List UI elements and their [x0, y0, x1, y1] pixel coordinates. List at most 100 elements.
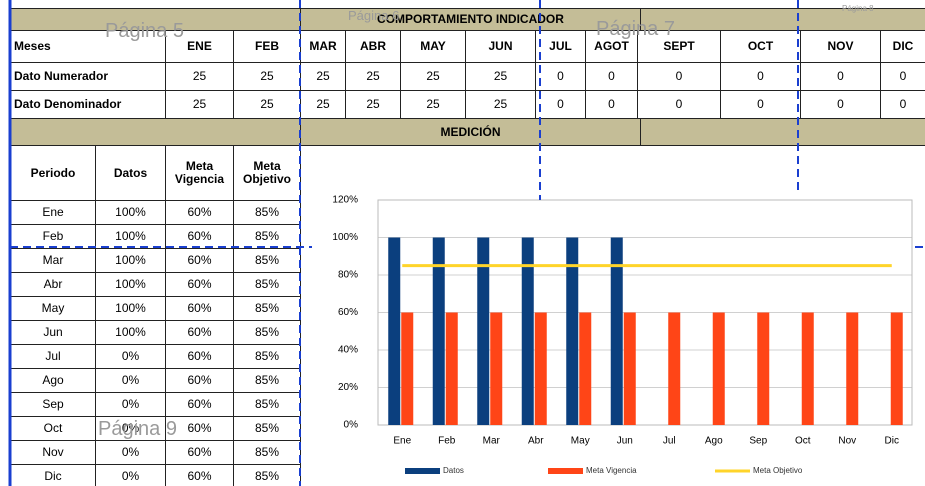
- legend-label: Datos: [443, 466, 464, 475]
- period-cell: 85%: [233, 416, 301, 441]
- month-header: DIC: [880, 30, 925, 63]
- plot-border: [377, 199, 913, 426]
- value-cell: 0: [880, 62, 925, 91]
- period-cell: 85%: [233, 464, 301, 486]
- period-cell: 60%: [165, 368, 234, 393]
- period-cell: 85%: [233, 200, 301, 225]
- y-tick-label: 40%: [338, 345, 358, 356]
- value-cell: 0: [720, 62, 801, 91]
- page-watermark: Página 6: [348, 8, 400, 23]
- bar: [890, 312, 903, 425]
- page-watermark: Página 8: [842, 4, 874, 13]
- month-header: MAY: [400, 30, 466, 63]
- x-tick-label: May: [571, 436, 590, 447]
- month-header: FEB: [233, 30, 301, 63]
- x-tick-label: Abr: [528, 436, 544, 447]
- period-cell: Nov: [10, 440, 96, 465]
- chart-area: [305, 188, 925, 486]
- section-cell: [640, 118, 925, 146]
- month-header: ABR: [345, 30, 401, 63]
- value-cell: 0: [800, 62, 881, 91]
- legend-label: Meta Vigencia: [586, 466, 637, 475]
- row-label: Dato Numerador: [10, 62, 166, 91]
- row-label: Dato Denominador: [10, 90, 166, 119]
- value-cell: 25: [465, 90, 536, 119]
- period-cell: 60%: [165, 224, 234, 249]
- period-cell: 60%: [165, 392, 234, 417]
- month-header: JUN: [465, 30, 536, 63]
- period-cell: 60%: [165, 272, 234, 297]
- section-cell: [10, 118, 301, 146]
- x-tick-label: Mar: [483, 436, 501, 447]
- bar: [401, 312, 414, 425]
- bar: [566, 237, 579, 425]
- period-cell: 60%: [165, 296, 234, 321]
- period-cell: 0%: [95, 368, 166, 393]
- value-cell: 0: [637, 90, 721, 119]
- period-cell: 100%: [95, 224, 166, 249]
- period-cell: 85%: [233, 320, 301, 345]
- x-tick-label: Sep: [749, 436, 767, 447]
- period-cell: Ene: [10, 200, 96, 225]
- x-tick-label: Oct: [795, 436, 811, 447]
- month-header: OCT: [720, 30, 801, 63]
- value-cell: 25: [233, 62, 301, 91]
- period-cell: 100%: [95, 320, 166, 345]
- x-tick-label: Feb: [438, 436, 456, 447]
- y-tick-label: 60%: [338, 307, 358, 318]
- value-cell: 0: [720, 90, 801, 119]
- column-header: Meta Vigencia: [165, 145, 234, 201]
- period-cell: 60%: [165, 248, 234, 273]
- value-cell: 0: [637, 62, 721, 91]
- period-cell: Ago: [10, 368, 96, 393]
- period-cell: 100%: [95, 200, 166, 225]
- value-cell: 0: [880, 90, 925, 119]
- value-cell: 25: [165, 90, 234, 119]
- legend-swatch: [548, 468, 583, 474]
- bar: [534, 312, 547, 425]
- value-cell: 25: [233, 90, 301, 119]
- period-cell: 0%: [95, 392, 166, 417]
- bar: [623, 312, 636, 425]
- section-title: MEDICIÓN: [300, 118, 641, 146]
- column-header: Periodo: [10, 145, 96, 201]
- period-cell: 0%: [95, 464, 166, 486]
- value-cell: 0: [535, 62, 586, 91]
- legend-label: Meta Objetivo: [753, 466, 803, 475]
- period-cell: 60%: [165, 440, 234, 465]
- y-tick-label: 100%: [332, 232, 358, 243]
- bar: [668, 312, 681, 425]
- period-cell: 100%: [95, 296, 166, 321]
- y-tick-label: 80%: [338, 270, 358, 281]
- bar: [521, 237, 534, 425]
- value-cell: 0: [585, 62, 638, 91]
- period-cell: 100%: [95, 272, 166, 297]
- period-cell: 0%: [95, 440, 166, 465]
- column-header: Meta Objetivo: [233, 145, 301, 201]
- period-cell: 85%: [233, 248, 301, 273]
- x-tick-label: Dic: [885, 436, 899, 447]
- value-cell: 25: [345, 62, 401, 91]
- period-cell: 60%: [165, 344, 234, 369]
- column-header: Datos: [95, 145, 166, 201]
- period-cell: 60%: [165, 200, 234, 225]
- y-tick-label: 0%: [344, 420, 359, 431]
- period-cell: May: [10, 296, 96, 321]
- page-watermark: Página 9: [98, 418, 177, 440]
- page-watermark: Página 7: [596, 18, 675, 40]
- bar: [432, 237, 445, 425]
- x-tick-label: Nov: [838, 436, 856, 447]
- month-header: MAR: [300, 30, 346, 63]
- period-cell: 85%: [233, 272, 301, 297]
- period-cell: 85%: [233, 368, 301, 393]
- period-cell: 0%: [95, 344, 166, 369]
- bar: [388, 237, 401, 425]
- period-cell: Sep: [10, 392, 96, 417]
- y-tick-label: 20%: [338, 382, 358, 393]
- period-cell: 85%: [233, 344, 301, 369]
- period-cell: Oct: [10, 416, 96, 441]
- bar: [610, 237, 623, 425]
- month-header: NOV: [800, 30, 881, 63]
- x-tick-label: Ene: [393, 436, 411, 447]
- x-tick-label: Jul: [663, 436, 676, 447]
